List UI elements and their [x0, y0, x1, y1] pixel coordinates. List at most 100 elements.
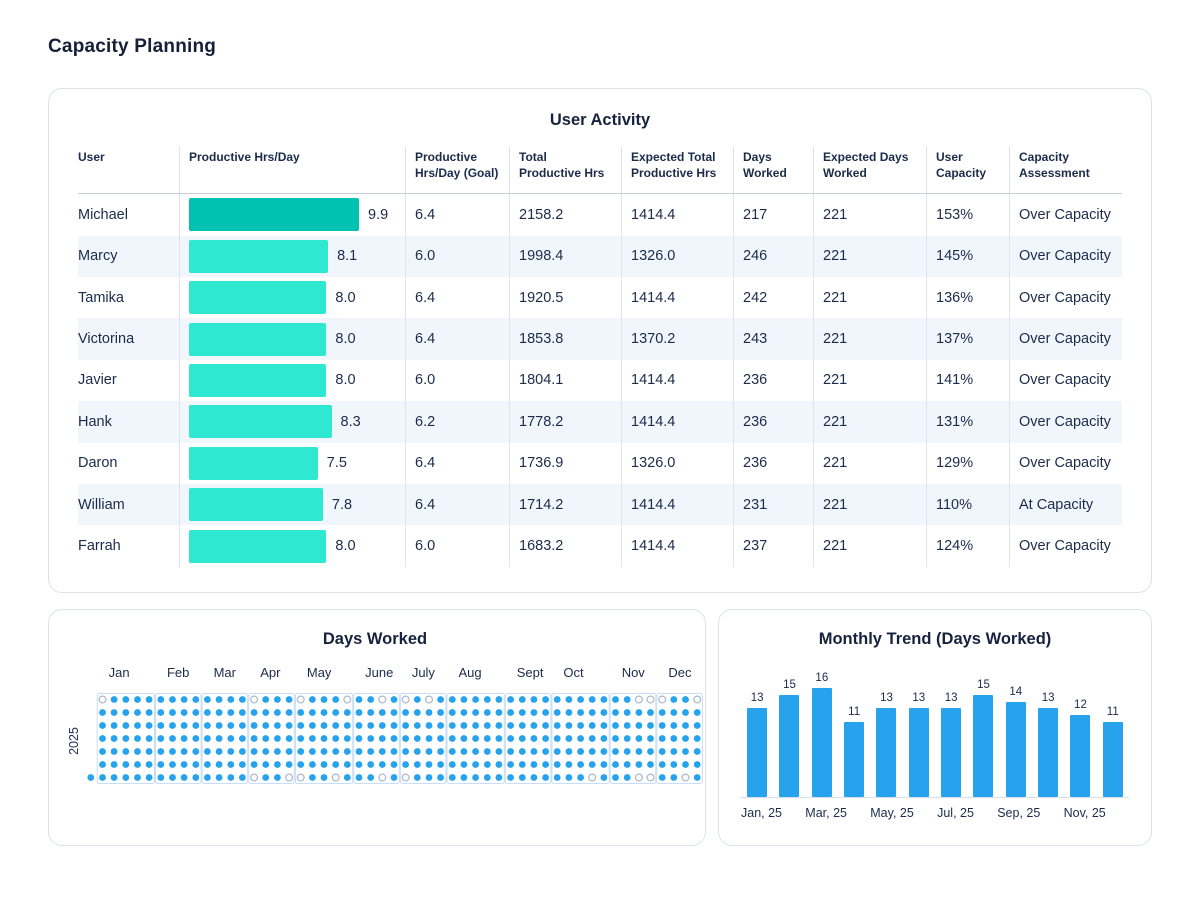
productive-hrs-bar[interactable]: [189, 488, 323, 522]
calendar-day-dot-filled[interactable]: [635, 761, 643, 768]
calendar-day-dot-filled[interactable]: [483, 735, 491, 742]
calendar-day-dot-filled[interactable]: [425, 774, 433, 781]
calendar-day-dot-open[interactable]: [401, 695, 410, 704]
calendar-day-dot-filled[interactable]: [297, 735, 305, 742]
calendar-day-dot-filled[interactable]: [274, 709, 281, 716]
calendar-day-dot-filled[interactable]: [693, 709, 701, 716]
calendar-day-dot-filled[interactable]: [635, 722, 643, 729]
calendar-day-dot-filled[interactable]: [518, 774, 526, 781]
calendar-day-dot-open[interactable]: [588, 773, 597, 782]
calendar-day-dot-filled[interactable]: [413, 748, 421, 755]
productive-hrs-bar[interactable]: [189, 405, 332, 439]
calendar-day-dot-filled[interactable]: [460, 735, 468, 742]
calendar-day-dot-open[interactable]: [331, 773, 340, 782]
calendar-day-dot-filled[interactable]: [204, 735, 211, 742]
calendar-day-dot-filled[interactable]: [682, 735, 689, 742]
calendar-day-dot-filled[interactable]: [355, 748, 363, 755]
calendar-day-dot-filled[interactable]: [658, 709, 666, 716]
calendar-day-dot-filled[interactable]: [600, 761, 608, 768]
calendar-day-dot-filled[interactable]: [367, 696, 375, 703]
calendar-day-dot-filled[interactable]: [285, 709, 293, 716]
calendar-day-dot-filled[interactable]: [262, 748, 270, 755]
calendar-day-dot-filled[interactable]: [623, 709, 631, 716]
calendar-day-dot-filled[interactable]: [600, 774, 608, 781]
calendar-day-dot-filled[interactable]: [658, 735, 666, 742]
calendar-day-dot-filled[interactable]: [577, 709, 584, 716]
calendar-day-dot-filled[interactable]: [402, 748, 409, 755]
calendar-day-dot-filled[interactable]: [402, 761, 409, 768]
calendar-day-dot-filled[interactable]: [227, 709, 235, 716]
calendar-day-dot-open[interactable]: [378, 773, 387, 782]
calendar-day-dot-filled[interactable]: [647, 722, 654, 729]
calendar-day-dot-filled[interactable]: [460, 696, 468, 703]
calendar-day-dot-filled[interactable]: [309, 722, 316, 729]
calendar-day-dot-filled[interactable]: [99, 774, 106, 781]
calendar-day-dot-filled[interactable]: [134, 722, 141, 729]
calendar-day-dot-filled[interactable]: [215, 696, 223, 703]
calendar-day-dot-filled[interactable]: [565, 774, 573, 781]
calendar-day-dot-open[interactable]: [378, 695, 387, 704]
calendar-day-dot-filled[interactable]: [390, 748, 398, 755]
calendar-day-dot-filled[interactable]: [192, 774, 200, 781]
calendar-day-dot-filled[interactable]: [250, 735, 258, 742]
productive-hrs-bar[interactable]: [189, 198, 359, 232]
calendar-day-dot-filled[interactable]: [437, 709, 444, 716]
calendar-day-dot-filled[interactable]: [134, 709, 141, 716]
calendar-day-dot-filled[interactable]: [343, 748, 351, 755]
calendar-day-dot-filled[interactable]: [99, 709, 106, 716]
calendar-day-dot-filled[interactable]: [460, 774, 468, 781]
calendar-day-dot-filled[interactable]: [413, 696, 421, 703]
calendar-day-dot-filled[interactable]: [390, 735, 398, 742]
calendar-day-dot-filled[interactable]: [542, 709, 549, 716]
calendar-day-dot-open[interactable]: [646, 695, 655, 704]
calendar-day-dot-filled[interactable]: [472, 748, 479, 755]
calendar-day-dot-filled[interactable]: [495, 761, 503, 768]
calendar-day-dot-filled[interactable]: [612, 722, 619, 729]
calendar-day-dot-filled[interactable]: [239, 761, 246, 768]
calendar-day-dot-filled[interactable]: [460, 748, 468, 755]
calendar-day-dot-filled[interactable]: [378, 761, 386, 768]
calendar-day-dot-filled[interactable]: [180, 722, 188, 729]
calendar-day-dot-filled[interactable]: [309, 696, 316, 703]
calendar-day-dot-filled[interactable]: [530, 774, 538, 781]
calendar-day-dot-filled[interactable]: [320, 722, 328, 729]
calendar-day-dot-filled[interactable]: [518, 722, 526, 729]
calendar-day-dot-filled[interactable]: [309, 761, 316, 768]
calendar-day-dot-filled[interactable]: [320, 696, 328, 703]
calendar-day-dot-open[interactable]: [250, 695, 259, 704]
calendar-day-dot-filled[interactable]: [355, 722, 363, 729]
calendar-day-dot-filled[interactable]: [623, 696, 631, 703]
calendar-day-dot-filled[interactable]: [110, 709, 118, 716]
calendar-day-dot-filled[interactable]: [204, 709, 211, 716]
trend-bar[interactable]: [779, 694, 800, 797]
calendar-day-dot-filled[interactable]: [215, 748, 223, 755]
calendar-day-dot-filled[interactable]: [612, 761, 619, 768]
calendar-day-dot-filled[interactable]: [215, 709, 223, 716]
calendar-day-dot-filled[interactable]: [297, 709, 305, 716]
calendar-day-dot-open[interactable]: [285, 773, 294, 782]
calendar-day-dot-filled[interactable]: [227, 748, 235, 755]
calendar-day-dot-filled[interactable]: [239, 722, 246, 729]
calendar-day-dot-filled[interactable]: [239, 709, 246, 716]
calendar-day-dot-filled[interactable]: [518, 761, 526, 768]
calendar-day-dot-filled[interactable]: [495, 709, 503, 716]
calendar-day-dot-filled[interactable]: [623, 761, 631, 768]
calendar-day-dot-filled[interactable]: [169, 748, 176, 755]
calendar-day-dot-filled[interactable]: [530, 722, 538, 729]
calendar-day-dot-filled[interactable]: [565, 748, 573, 755]
calendar-day-dot-open[interactable]: [296, 773, 305, 782]
calendar-day-dot-filled[interactable]: [250, 709, 258, 716]
calendar-day-dot-filled[interactable]: [122, 722, 130, 729]
calendar-day-dot-filled[interactable]: [553, 709, 561, 716]
calendar-day-dot-filled[interactable]: [577, 696, 584, 703]
calendar-day-dot-filled[interactable]: [343, 722, 351, 729]
calendar-day-dot-filled[interactable]: [553, 735, 561, 742]
calendar-day-dot-open[interactable]: [634, 773, 643, 782]
calendar-day-dot-filled[interactable]: [180, 696, 188, 703]
calendar-day-dot-filled[interactable]: [612, 748, 619, 755]
calendar-day-dot-filled[interactable]: [402, 735, 409, 742]
calendar-day-dot-filled[interactable]: [215, 735, 223, 742]
calendar-day-dot-filled[interactable]: [285, 722, 293, 729]
calendar-day-dot-filled[interactable]: [110, 761, 118, 768]
calendar-day-dot-filled[interactable]: [670, 696, 678, 703]
